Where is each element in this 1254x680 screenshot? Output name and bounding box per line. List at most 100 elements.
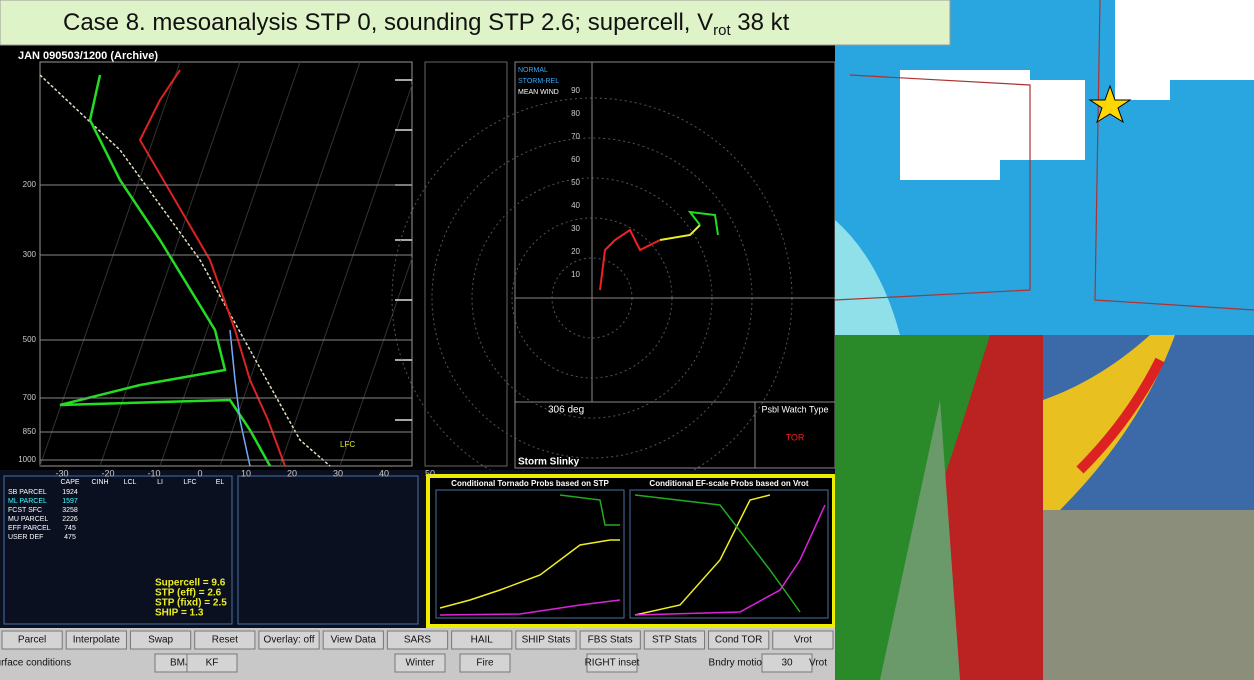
virtual-temp-trace [229,329,251,467]
table-cell: 2226 [62,516,78,523]
hodo-legend: STORM-REL [518,78,559,85]
table-header: LFC [183,479,196,486]
lfc-label: LFC [340,440,355,449]
temp-label: 20 [287,468,297,478]
button[interactable] [451,630,513,650]
prob-curve [634,494,771,616]
table-header: LCL [124,479,137,486]
hodo-ring-label: 50 [571,178,580,187]
button[interactable] [65,630,127,650]
button-label[interactable]: Reset [212,635,238,646]
button[interactable] [386,630,449,650]
button[interactable] [1,630,63,650]
table-cell: FCST SFC [8,507,42,514]
prob-chart [629,489,829,619]
hodo-ring-label: 90 [571,86,580,95]
pressure-label: 200 [23,180,37,189]
slinky-title: Storm Slinky [518,457,580,468]
table-cell: 1597 [62,498,78,505]
button-label[interactable]: RIGHT inset [585,658,640,669]
table-header: EL [216,479,225,486]
button-label[interactable]: Interpolate [73,635,121,646]
hodo-trace [659,224,701,241]
button[interactable] [643,630,706,650]
parcel-table [3,475,233,625]
temp-label: -20 [101,468,114,478]
button[interactable] [322,630,384,650]
button-label[interactable]: Fire [476,658,494,669]
button-label[interactable]: Parcel [18,635,46,646]
pressure-label: 300 [23,250,37,259]
button-label[interactable]: BMJ [170,658,190,669]
radar-inbound [880,400,960,680]
slide-title: Case 8. mesoanalysis STP 0, sounding STP… [63,9,790,39]
pressure-label: 1000 [18,455,36,464]
table-header: LI [157,479,163,486]
table-cell: 1924 [62,489,78,496]
index-value: STP (eff) = 2.6 [155,588,222,599]
table-cell: MU PARCEL [8,516,48,523]
button-label[interactable]: Swap [148,635,173,646]
table-cell: SB PARCEL [8,489,47,496]
button-label[interactable]: 30 [781,658,793,669]
title-bar [0,0,951,46]
button[interactable] [394,653,446,673]
button-label: Surface conditions [0,658,71,669]
prob-chart-title: Conditional Tornado Probs based on STP [451,479,609,488]
button[interactable] [258,630,320,650]
hodo-trace [599,228,661,291]
skewt-frame [39,61,413,467]
hodo-ring-label: 30 [571,224,580,233]
button[interactable] [459,653,511,673]
button-label[interactable]: Cond TOR [715,635,762,646]
wind-barbs [395,79,412,421]
prob-curve [634,504,826,616]
temp-label: -30 [55,468,68,478]
button-label[interactable]: KF [206,658,219,669]
button[interactable] [194,630,256,650]
button-label[interactable]: SHIP Stats [522,635,571,646]
index-value: Supercell = 9.6 [155,578,226,589]
wind-speed-panel [424,61,508,467]
dewpoint-trace [59,74,272,467]
button-label[interactable]: Winter [406,658,436,669]
table-cell: 475 [64,534,76,541]
button-label[interactable]: SARS [404,635,432,646]
index-value: SHIP = 1.3 [155,608,204,619]
button-label[interactable]: Overlay: off [264,635,315,646]
temp-label: 30 [333,468,343,478]
skewt-isotherms [39,61,413,467]
button-label[interactable]: HAIL [471,635,494,646]
button[interactable] [772,630,834,650]
prob-curve [634,494,801,613]
button[interactable] [129,630,192,650]
button-label[interactable]: View Data [331,635,377,646]
prob-curve [559,494,620,526]
button-label[interactable]: Vrot [794,635,812,646]
star-marker [1088,84,1132,124]
hodo-legend: NORMAL [518,67,548,74]
button[interactable] [708,630,770,650]
radar-inbound [835,335,990,680]
button[interactable] [761,653,813,673]
button-label[interactable]: FBS Stats [588,635,633,646]
parcel-trace [39,74,331,467]
table-cell: ML PARCEL [8,498,47,505]
button[interactable] [579,630,641,650]
hodo-trace [687,210,719,236]
prob-chart-title: Conditional EF-scale Probs based on Vrot [649,479,808,488]
hodo-ring-label: 60 [571,155,580,164]
temp-label: 0 [197,468,202,478]
button[interactable] [186,653,238,673]
button-label[interactable]: STP Stats [652,635,697,646]
temp-label: 10 [241,468,251,478]
prob-curve [439,599,621,616]
map-clear-area [900,0,1254,180]
button-label: Bndry motion [709,658,768,669]
button[interactable] [515,630,577,650]
button[interactable] [586,653,638,673]
pressure-label: 700 [23,393,37,402]
prob-chart [435,489,625,619]
hodo-ring-label: 80 [571,109,580,118]
